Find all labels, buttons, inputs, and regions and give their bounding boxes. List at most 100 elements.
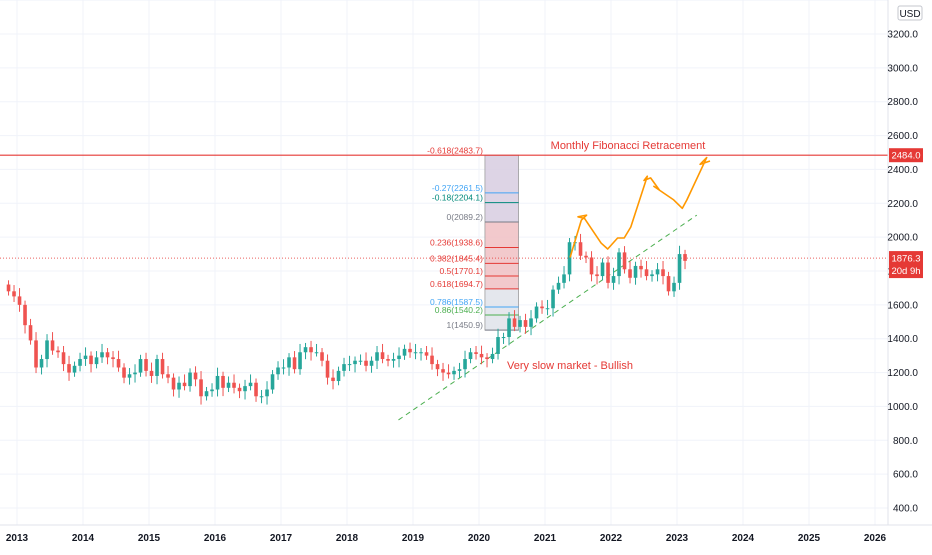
fib-level-label: 0.236(1938.6) bbox=[430, 238, 483, 248]
candle-body bbox=[452, 370, 456, 375]
candle-body bbox=[364, 360, 368, 366]
x-tick-label: 2024 bbox=[732, 533, 755, 544]
fib-zone-extension bbox=[484, 155, 519, 223]
currency-badge bbox=[897, 5, 923, 21]
candle-body bbox=[177, 382, 181, 390]
candle-body bbox=[188, 372, 192, 387]
candle-body bbox=[611, 276, 616, 283]
candles bbox=[6, 233, 687, 405]
candle-body bbox=[578, 242, 583, 256]
candle-body bbox=[683, 254, 687, 261]
x-tick-label: 2022 bbox=[600, 533, 623, 544]
candle-body bbox=[534, 306, 539, 319]
candle-body bbox=[303, 347, 308, 353]
x-tick-label: 2021 bbox=[534, 533, 557, 544]
candle-body bbox=[369, 360, 374, 366]
candle-body bbox=[628, 269, 632, 278]
grid-lines bbox=[0, 0, 888, 525]
candle-body bbox=[23, 304, 27, 326]
candle-body bbox=[149, 370, 154, 376]
candle-body bbox=[468, 352, 473, 360]
candle-body bbox=[551, 289, 555, 309]
candle-body bbox=[133, 372, 137, 375]
candle-body bbox=[199, 379, 203, 397]
candle-body bbox=[606, 262, 610, 283]
candle-body bbox=[408, 348, 412, 353]
candle-body bbox=[584, 255, 588, 258]
candle-body bbox=[89, 355, 93, 365]
candle-body bbox=[413, 352, 418, 354]
candle-body bbox=[111, 357, 115, 360]
candle-body bbox=[655, 269, 660, 275]
candle-body bbox=[661, 269, 665, 277]
candle-body bbox=[386, 359, 390, 361]
candle-body bbox=[485, 357, 489, 360]
candle-body bbox=[34, 340, 38, 368]
candle-body bbox=[105, 352, 110, 358]
candle-body bbox=[556, 282, 561, 290]
candle-body bbox=[589, 257, 594, 275]
candle-body bbox=[353, 360, 357, 365]
fib-level-label: 0.786(1587.5) bbox=[430, 297, 483, 307]
candle-body bbox=[479, 353, 484, 358]
candle-body bbox=[50, 340, 55, 351]
candle-body bbox=[562, 274, 566, 283]
candle-body bbox=[237, 387, 242, 392]
candle-body bbox=[375, 352, 379, 361]
candle-body bbox=[127, 374, 132, 378]
y-tick-label: 1000.0 bbox=[887, 402, 918, 413]
candle-body bbox=[292, 357, 297, 370]
candle-body bbox=[342, 364, 346, 371]
candle-body bbox=[633, 265, 638, 278]
x-tick-label: 2020 bbox=[468, 533, 491, 544]
candle-body bbox=[138, 359, 143, 373]
x-tick-label: 2015 bbox=[138, 533, 161, 544]
candle-body bbox=[644, 269, 649, 277]
current-price-label: 1876.3 bbox=[891, 254, 920, 265]
candle-body bbox=[380, 352, 385, 360]
candle-body bbox=[419, 352, 423, 354]
candle-body bbox=[226, 382, 231, 388]
candle-body bbox=[424, 352, 429, 356]
fib-title-annotation: Monthly Fibonacci Retracement bbox=[551, 140, 706, 152]
candle-body bbox=[182, 382, 187, 387]
y-tick-label: 800.0 bbox=[893, 436, 918, 447]
fib-level-label: 0.86(1540.2) bbox=[435, 305, 483, 315]
resistance-price-tag bbox=[889, 148, 923, 163]
candle-body bbox=[94, 357, 99, 365]
candle-body bbox=[358, 360, 363, 362]
candle-body bbox=[12, 291, 16, 297]
candle-body bbox=[298, 352, 302, 370]
candle-body bbox=[204, 391, 209, 397]
fib-level-label: 0(2089.2) bbox=[447, 212, 484, 222]
x-tick-label: 2025 bbox=[798, 533, 821, 544]
candle-body bbox=[391, 359, 396, 361]
y-tick-label: 1400.0 bbox=[887, 334, 918, 345]
x-tick-label: 2018 bbox=[336, 533, 359, 544]
x-tick-label: 2016 bbox=[204, 533, 227, 544]
fib-level-label: 1(1450.9) bbox=[447, 320, 484, 330]
candle-body bbox=[523, 320, 528, 327]
y-tick-label: 2800.0 bbox=[887, 97, 918, 108]
candle-body bbox=[650, 274, 654, 277]
candle-body bbox=[320, 352, 324, 361]
candle-body bbox=[56, 350, 60, 353]
candle-body bbox=[347, 364, 352, 366]
candle-body bbox=[28, 325, 33, 341]
candle-body bbox=[496, 337, 500, 354]
candle-body bbox=[215, 375, 220, 390]
candle-body bbox=[430, 355, 434, 365]
x-tick-label: 2023 bbox=[666, 533, 689, 544]
candle-body bbox=[265, 389, 269, 397]
y-tick-label: 2400.0 bbox=[887, 165, 918, 176]
candle-body bbox=[193, 372, 198, 380]
candle-body bbox=[83, 355, 88, 360]
candle-body bbox=[446, 372, 451, 375]
candle-body bbox=[160, 359, 165, 375]
fib-level-label: -0.18(2204.1) bbox=[432, 193, 483, 203]
fib-level-label: 0.5(1770.1) bbox=[439, 266, 483, 276]
fib-zone-retracement bbox=[484, 222, 519, 289]
